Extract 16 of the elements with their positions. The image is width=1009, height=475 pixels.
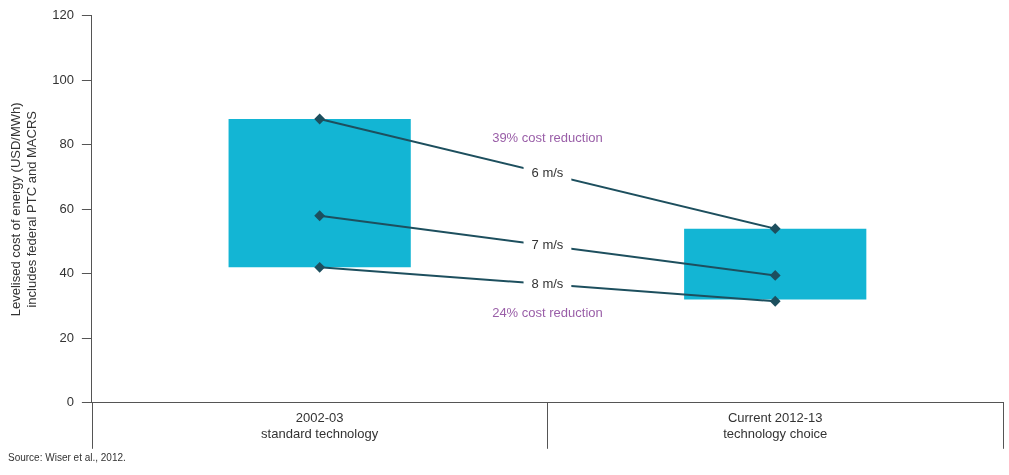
y-tick-label: 80 [59,136,74,152]
annotation: 24% cost reduction [492,304,603,320]
y-tick-label: 40 [59,265,74,281]
y-tick-label: 120 [52,7,74,23]
source-note: Source: Wiser et al., 2012. [8,452,126,463]
series-label: 7 m/s [531,237,564,253]
y-axis-title: Levelised cost of energy (USD/MWh) includes federal PTC and MACRS [8,102,39,317]
annotation: 39% cost reduction [492,130,603,146]
series-label: 6 m/s [531,165,564,181]
y-tick-label: 100 [52,71,74,87]
y-tick-label: 60 [59,200,74,216]
y-tick-label: 20 [59,329,74,345]
y-tick-label: 0 [66,394,74,410]
x-tick-label: 2002-03 standard technology [261,410,379,441]
x-tick-label: Current 2012-13 technology choice [723,410,828,441]
series-label: 8 m/s [531,275,564,291]
